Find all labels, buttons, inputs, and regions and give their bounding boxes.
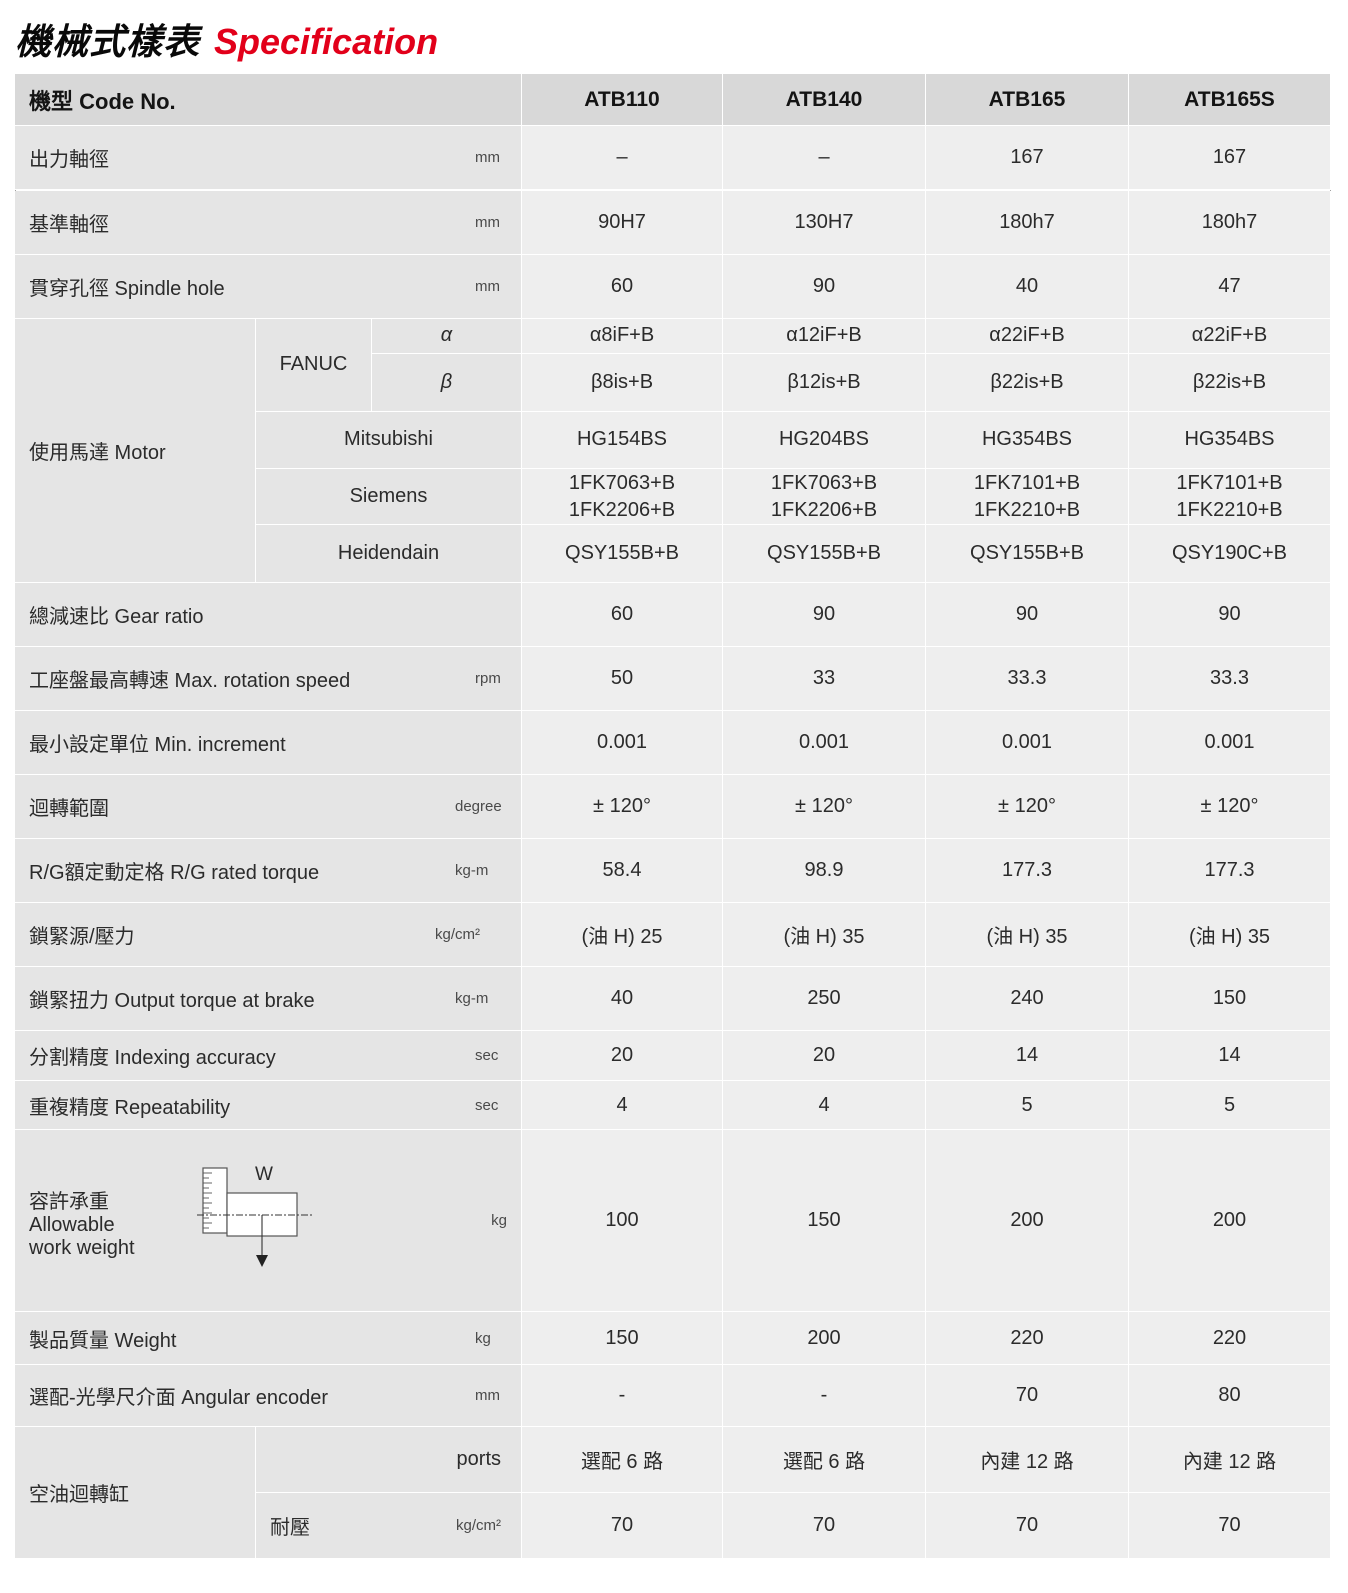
svg-text:W: W (255, 1164, 273, 1185)
